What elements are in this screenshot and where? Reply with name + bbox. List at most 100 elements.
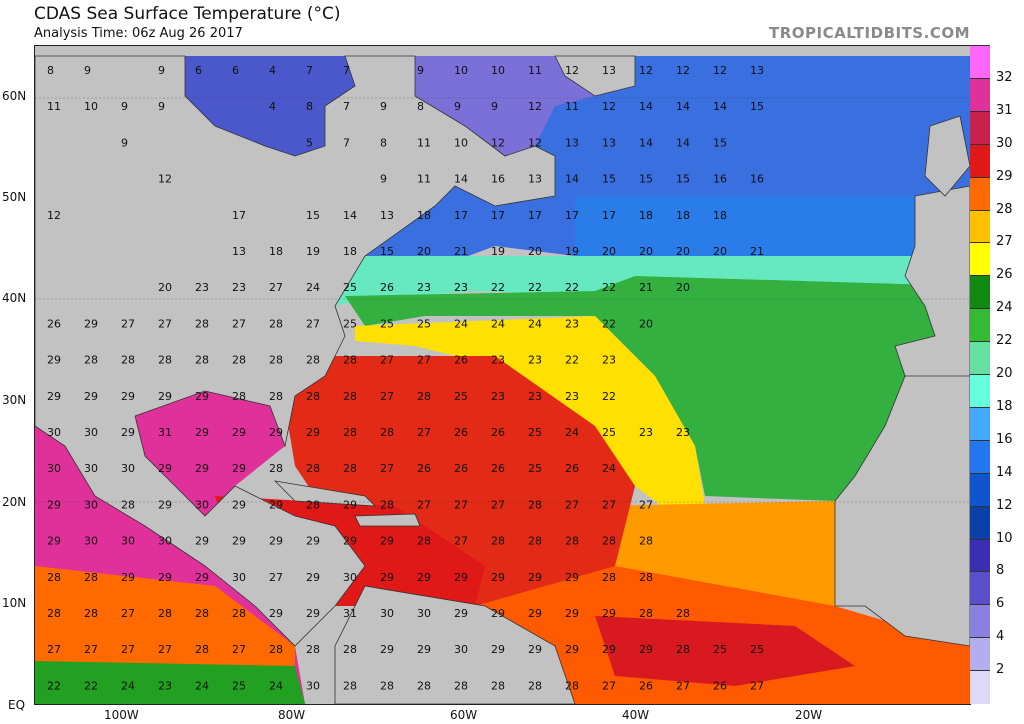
sst-value: 27 <box>750 679 764 692</box>
colorbar-segment <box>970 472 990 507</box>
sst-value: 28 <box>565 679 579 692</box>
lat-label-20n: 20N <box>2 495 27 509</box>
colorbar-label: 8 <box>996 563 1005 579</box>
colorbar-label: 16 <box>996 431 1013 447</box>
colorbar-segment <box>970 505 990 540</box>
sst-value: 18 <box>269 245 283 258</box>
sst-value: 29 <box>380 571 394 584</box>
sst-value: 28 <box>121 354 135 367</box>
sst-value: 29 <box>602 607 616 620</box>
sst-value: 15 <box>306 209 320 222</box>
sst-value: 28 <box>417 390 431 403</box>
sst-value: 29 <box>269 535 283 548</box>
sst-value: 6 <box>232 64 239 77</box>
sst-value: 30 <box>121 535 135 548</box>
cuba-land <box>273 480 377 507</box>
sst-value: 12 <box>602 100 616 113</box>
sst-value: 7 <box>306 64 313 77</box>
sst-value: 25 <box>343 317 357 330</box>
pacific-equator-green <box>35 661 305 704</box>
sst-value: 30 <box>306 679 320 692</box>
sst-value: 27 <box>121 607 135 620</box>
sst-value: 28 <box>602 535 616 548</box>
sst-value: 8 <box>47 64 54 77</box>
sst-value: 28 <box>158 354 172 367</box>
sst-value: 14 <box>639 100 653 113</box>
sst-value: 27 <box>602 498 616 511</box>
sst-value: 27 <box>269 281 283 294</box>
sst-value: 11 <box>528 64 542 77</box>
sst-value: 29 <box>565 607 579 620</box>
sst-value: 24 <box>454 317 468 330</box>
sst-value: 14 <box>454 173 468 186</box>
colorbar-segment <box>970 604 990 639</box>
sst-value: 28 <box>639 571 653 584</box>
ocean-green-band <box>345 276 970 501</box>
sst-value: 29 <box>306 535 320 548</box>
sst-value: 30 <box>47 462 61 475</box>
sst-value: 30 <box>158 535 172 548</box>
sst-value: 27 <box>232 317 246 330</box>
colorbar-label: 24 <box>996 300 1013 316</box>
ocean-blue-band <box>575 196 970 256</box>
sst-value: 29 <box>158 498 172 511</box>
sst-value: 20 <box>639 317 653 330</box>
sst-value: 9 <box>158 64 165 77</box>
sst-value: 17 <box>232 209 246 222</box>
colorbar-label: 26 <box>996 267 1013 283</box>
sst-value: 10 <box>84 100 98 113</box>
sst-map[interactable]: 8 9 9 6 6 4 7 7 9 10 10 11 12 13 12 12 12 13 11 10 9 9 4 8 7 9 8 9 9… <box>34 45 971 705</box>
sst-value: 28 <box>676 607 690 620</box>
sst-value: 25 <box>454 390 468 403</box>
sst-value: 26 <box>713 679 727 692</box>
sst-value: 30 <box>84 426 98 439</box>
sst-value: 29 <box>639 643 653 656</box>
lon-label-40w: 40W <box>622 708 650 722</box>
sst-value: 8 <box>306 100 313 113</box>
sst-value: 28 <box>269 354 283 367</box>
sst-value: 26 <box>454 354 468 367</box>
sst-value: 28 <box>343 643 357 656</box>
greenland-land <box>554 55 636 97</box>
sst-value: 24 <box>528 317 542 330</box>
sst-value: 30 <box>84 498 98 511</box>
sst-value: 13 <box>565 136 579 149</box>
british-isles-land <box>924 115 970 197</box>
sst-value: 28 <box>232 390 246 403</box>
sst-value: 24 <box>195 679 209 692</box>
sst-value: 28 <box>528 679 542 692</box>
sst-value: 15 <box>380 245 394 258</box>
hispaniola-land <box>354 513 421 527</box>
sst-value: 6 <box>195 64 202 77</box>
sst-value: 27 <box>84 643 98 656</box>
sst-value: 28 <box>232 354 246 367</box>
sst-value: 7 <box>343 136 350 149</box>
sst-value: 24 <box>121 679 135 692</box>
sst-value: 30 <box>47 426 61 439</box>
sst-value: 27 <box>158 643 172 656</box>
sst-value: 5 <box>306 136 313 149</box>
sst-value: 26 <box>491 426 505 439</box>
sst-value: 29 <box>195 535 209 548</box>
sst-value: 28 <box>343 354 357 367</box>
colorbar-label: 10 <box>996 530 1013 546</box>
sst-value: 8 <box>380 136 387 149</box>
sst-value: 9 <box>121 100 128 113</box>
sst-value: 13 <box>528 173 542 186</box>
sst-value: 18 <box>343 245 357 258</box>
sst-value: 12 <box>639 64 653 77</box>
sst-value: 27 <box>121 317 135 330</box>
sst-value: 22 <box>602 317 616 330</box>
sst-value: 29 <box>602 643 616 656</box>
sst-value: 19 <box>565 245 579 258</box>
sst-value: 29 <box>380 643 394 656</box>
sst-value: 18 <box>713 209 727 222</box>
sst-value: 26 <box>565 462 579 475</box>
sst-value: 28 <box>491 535 505 548</box>
sst-value: 20 <box>676 245 690 258</box>
lat-label-50n: 50N <box>2 190 27 204</box>
sst-value: 25 <box>713 643 727 656</box>
sst-value: 29 <box>158 462 172 475</box>
lon-label-100w: 100W <box>104 708 139 722</box>
sst-value: 25 <box>380 317 394 330</box>
